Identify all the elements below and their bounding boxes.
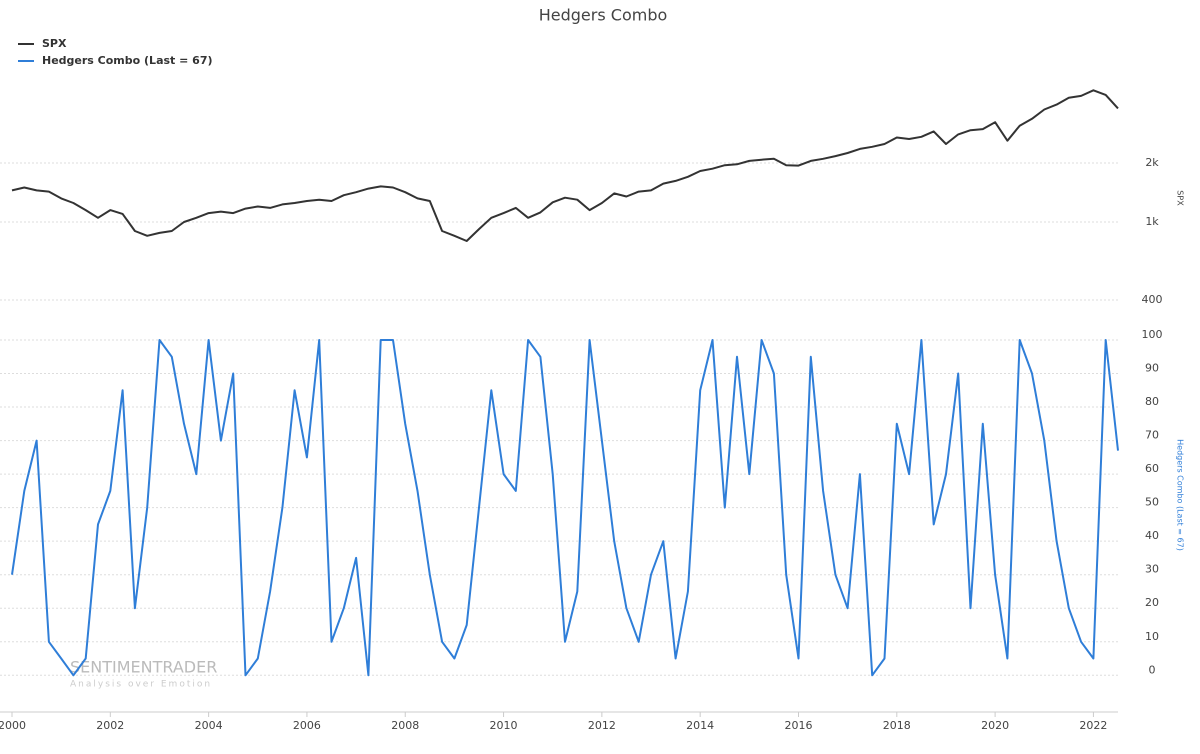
y2-tick-label: 70 [1145, 429, 1159, 442]
chart-title: Hedgers Combo [539, 6, 668, 25]
y2-tick-label: 30 [1145, 563, 1159, 576]
y2-tick-label: 80 [1145, 395, 1159, 408]
series-line [11, 339, 1119, 677]
x-tick-label: 2002 [96, 719, 124, 732]
y-tick-label: 2k [1145, 156, 1159, 169]
y2-tick-label: 10 [1145, 630, 1159, 643]
y-axis-title: SPX [1176, 190, 1185, 206]
x-tick-label: 2004 [195, 719, 223, 732]
y2-tick-label: 20 [1145, 596, 1159, 609]
y2-tick-label: 50 [1145, 496, 1159, 509]
x-tick-label: 2006 [293, 719, 321, 732]
x-tick-label: 2014 [686, 719, 714, 732]
y2-tick-label: 90 [1145, 362, 1159, 375]
x-tick-label: 2022 [1079, 719, 1107, 732]
legend-label: Hedgers Combo (Last = 67) [42, 54, 213, 67]
y2-axis-title: Hedgers Combo (Last = 67) [1176, 439, 1185, 551]
y2-tick-label: 60 [1145, 462, 1159, 475]
x-tick-label: 2010 [490, 719, 518, 732]
x-tick-label: 2018 [883, 719, 911, 732]
watermark: Analysis over Emotion [70, 680, 212, 690]
y-tick-label: 1k [1145, 215, 1159, 228]
x-tick-label: 2020 [981, 719, 1009, 732]
series-line [11, 89, 1119, 242]
x-tick-label: 2012 [588, 719, 616, 732]
x-tick-label: 2000 [0, 719, 26, 732]
legend-label: SPX [42, 37, 67, 50]
y2-tick-label: 0 [1149, 663, 1156, 676]
watermark: SENTIMENTRADER [70, 658, 217, 677]
x-tick-label: 2016 [784, 719, 812, 732]
y2-tick-label: 40 [1145, 529, 1159, 542]
x-tick-label: 2008 [391, 719, 419, 732]
y2-tick-label: 100 [1142, 328, 1163, 341]
y-tick-label: 400 [1142, 293, 1163, 306]
